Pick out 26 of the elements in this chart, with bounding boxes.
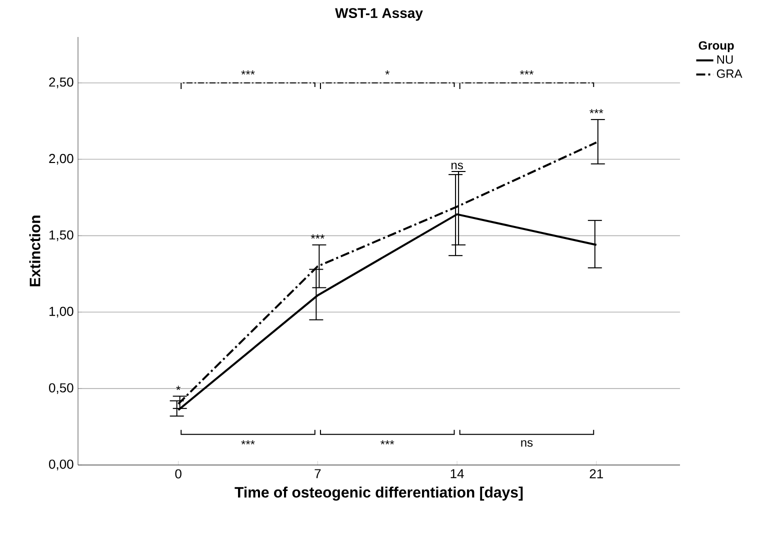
annotation: ns — [452, 162, 463, 170]
y-axis-title: Extinction — [29, 216, 40, 286]
x-axis-title: Time of osteogenic differentiation [days] — [234, 486, 523, 501]
annotation: *** — [310, 234, 325, 239]
x-tick-label: 14 — [450, 469, 464, 478]
annotation: *** — [590, 109, 604, 114]
annotation: *** — [241, 440, 255, 444]
annotation: *** — [520, 70, 534, 75]
annotation: *** — [380, 440, 394, 444]
x-tick-label: 21 — [590, 469, 603, 478]
x-tick-label: 7 — [314, 469, 321, 478]
annotation: *** — [241, 70, 255, 75]
annotation: * — [176, 386, 180, 390]
y-tick-label: 0,50 — [49, 383, 74, 394]
annotation: * — [385, 70, 390, 75]
legend-label: NU — [717, 55, 733, 64]
y-tick-label: 2,50 — [49, 77, 74, 88]
y-tick-label: 0,00 — [49, 460, 74, 470]
annotation: ns — [521, 440, 533, 447]
legend-title: Group — [698, 41, 734, 52]
y-tick-label: 1,00 — [49, 306, 74, 318]
chart-title: WST-1 Assay — [335, 8, 423, 21]
x-tick-label: 0 — [175, 469, 182, 478]
legend-label: GRA — [716, 69, 742, 78]
y-tick-label: 1,50 — [49, 230, 74, 242]
y-tick-label: 2,00 — [49, 154, 74, 165]
